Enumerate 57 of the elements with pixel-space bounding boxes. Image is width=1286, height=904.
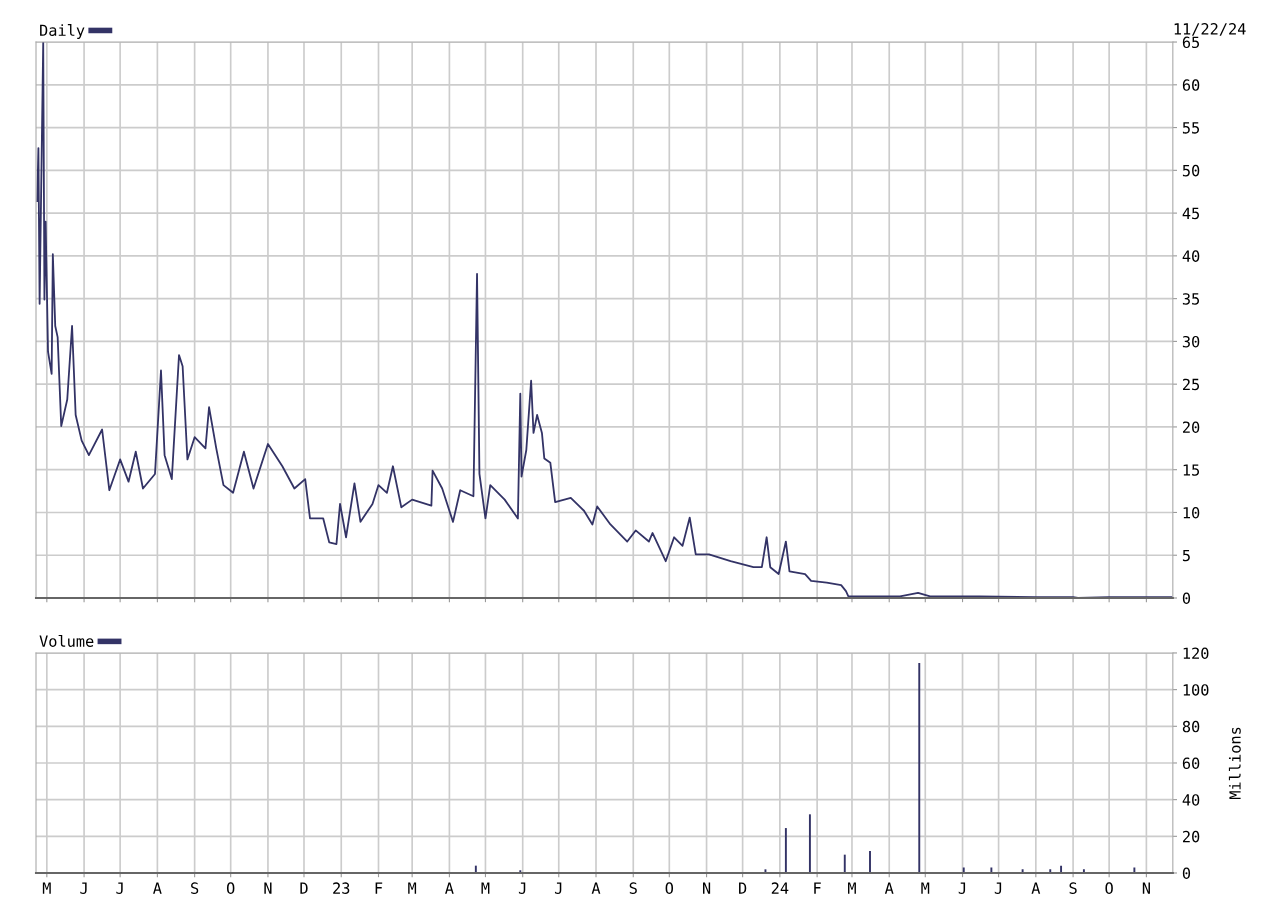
y-tick-label: 50 [1182,164,1200,177]
y-tick-label: 60 [1182,757,1200,770]
x-tick-label: F [814,882,821,894]
x-tick-label: N [1142,882,1150,894]
x-tick-label: A [445,882,454,894]
y-tick-label: 120 [1183,647,1209,660]
y-tick-label: 40 [1182,794,1200,806]
y-tick-label: 20 [1182,421,1200,433]
y-tick-label: 0 [1182,592,1191,605]
x-tick-label: S [191,882,199,894]
y-tick-label: 15 [1183,464,1200,476]
x-tick-label: O [1105,882,1113,894]
x-tick-label: S [629,882,637,894]
y-tick-label: 25 [1182,378,1200,391]
x-tick-label: J [958,882,966,894]
x-tick-label: M [481,882,490,894]
x-tick-label: A [591,882,601,894]
x-tick-label: F [375,882,383,894]
x-tick-label: A [884,882,894,894]
y-tick-label: 65 [1182,36,1200,49]
y-tick-label: 45 [1182,207,1200,220]
x-tick-label: M [921,882,930,894]
x-tick-label: S [1069,882,1077,894]
x-tick-label: N [264,882,272,894]
x-tick-label: 24 [771,882,789,894]
x-tick-label: O [665,882,674,894]
y-tick-label: 0 [1182,867,1191,880]
y-tick-label: 80 [1182,720,1200,733]
x-tick-label: N [703,882,711,894]
y-tick-label: 55 [1182,122,1200,134]
x-tick-label: D [739,882,747,894]
x-tick-label: A [153,882,162,894]
x-tick-label: J [80,882,87,894]
x-tick-label: A [1031,882,1041,894]
legend-label: Daily [40,24,85,39]
y-tick-label: 100 [1183,684,1209,696]
y-axis-title: Millions [1228,727,1241,800]
y-tick-label: 35 [1182,293,1200,305]
text: 11/22/24 [1174,23,1246,36]
y-tick-label: 20 [1182,830,1200,843]
y-tick-label: 30 [1182,335,1200,348]
x-tick-label: J [994,882,1002,894]
x-tick-label: M [408,882,417,894]
line-series [36,42,1173,598]
x-tick-label: M [848,882,856,894]
x-tick-label: J [518,882,526,894]
x-tick-label: D [300,882,308,894]
x-tick-label: 23 [333,882,350,894]
y-tick-label: 10 [1183,506,1200,519]
x-tick-label: J [116,882,123,894]
y-tick-label: 60 [1182,79,1200,91]
x-tick-label: M [42,882,51,894]
legend-label: Volume [39,635,94,647]
x-tick-label: J [554,882,562,894]
y-tick-label: 5 [1182,549,1190,562]
y-tick-label: 40 [1182,250,1200,262]
x-tick-label: O [226,882,235,894]
